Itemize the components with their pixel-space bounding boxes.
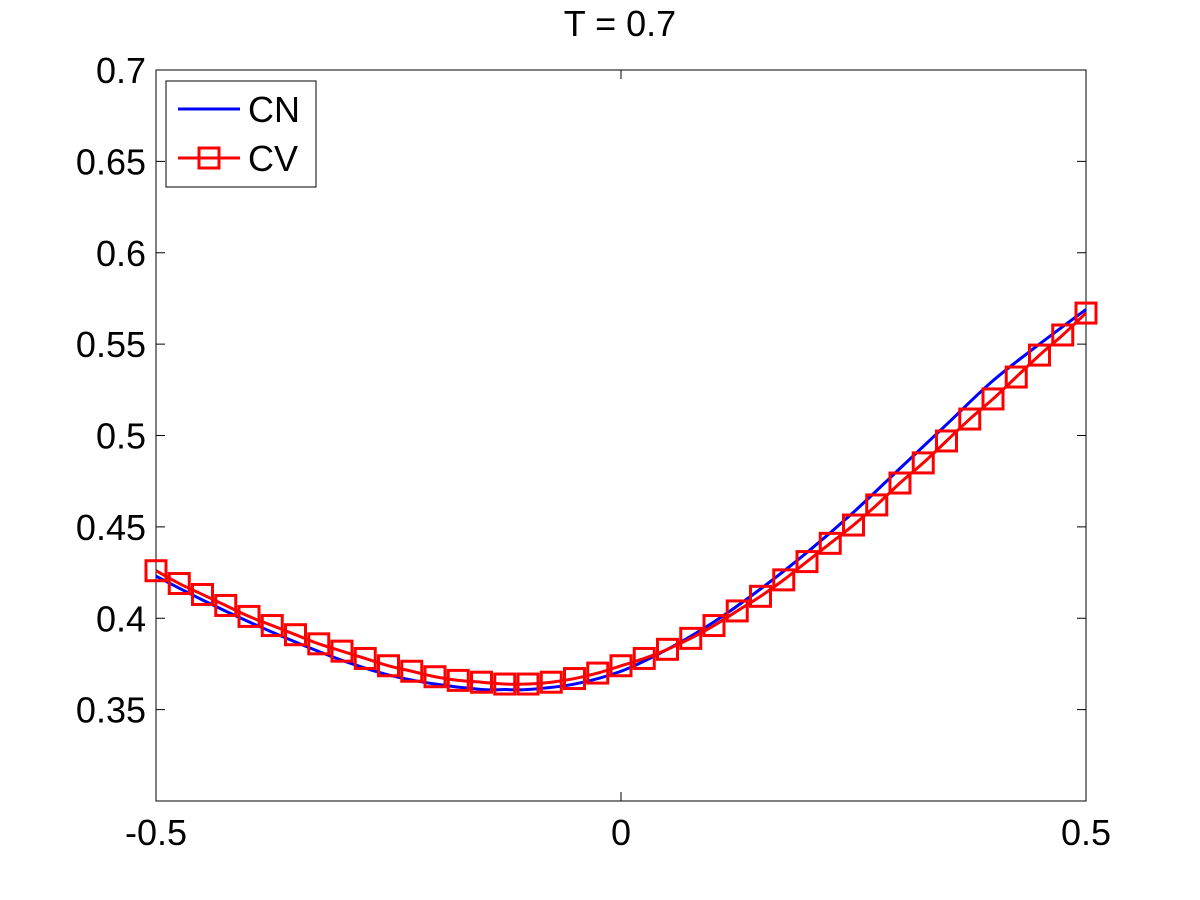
data-point-cv	[1074, 301, 1098, 325]
y-tick-label: 0.45	[76, 507, 146, 548]
x-tick-label: 0.5	[1061, 812, 1111, 853]
data-point-cv	[446, 668, 470, 692]
data-point-cv	[935, 429, 958, 453]
data-point-cv	[539, 670, 563, 694]
data-point-cv	[749, 584, 772, 608]
data-point-cv	[725, 599, 749, 623]
data-point-cv	[516, 672, 540, 696]
plot-area: -0.5 0 0.5 0.35 0.4 0.45 0.5 0.55 0.6 0.65 0.7	[76, 50, 1111, 853]
data-point-cv	[307, 632, 331, 656]
x-tick-label: 0	[611, 812, 631, 853]
data-point-cv	[167, 572, 191, 596]
data-point-cv	[1051, 323, 1075, 347]
data-point-cv	[191, 582, 214, 606]
y-tick-label: 0.4	[96, 598, 146, 639]
data-point-cv	[772, 568, 796, 592]
data-point-cv	[330, 639, 354, 663]
data-point-cv	[656, 637, 679, 661]
legend-label: CN	[248, 89, 300, 130]
data-point-cv	[958, 407, 982, 431]
data-point-cv	[632, 646, 656, 670]
data-point-cv	[818, 531, 842, 555]
chart-title: T = 0.7	[564, 3, 676, 44]
data-point-cv	[493, 672, 517, 696]
data-point-cv	[981, 387, 1005, 411]
data-point-cv	[795, 550, 819, 574]
data-point-cv	[400, 659, 424, 683]
data-point-cv	[470, 670, 493, 694]
y-tick-label: 0.35	[76, 690, 146, 731]
data-point-cv	[377, 654, 400, 678]
legend-swatch-marker	[197, 146, 221, 170]
legend-item-cv: CV	[178, 138, 298, 179]
legend-box	[165, 80, 317, 188]
legend-item-cn: CN	[178, 89, 300, 130]
y-tick-label: 0.5	[96, 416, 146, 457]
data-point-cv	[1028, 343, 1051, 367]
y-tick-label: 0.55	[76, 324, 146, 365]
data-point-cv	[563, 667, 586, 691]
data-point-cv	[702, 614, 726, 638]
data-point-cv	[353, 646, 377, 670]
data-point-cv	[586, 661, 610, 685]
data-point-cv	[214, 593, 238, 617]
data-point-cv	[237, 604, 261, 628]
y-tick-label: 0.6	[96, 233, 146, 274]
data-point-cv	[144, 559, 168, 583]
data-point-cv	[1004, 365, 1028, 389]
y-tick-label: 0.7	[96, 50, 146, 91]
data-point-cv	[679, 626, 703, 650]
data-point-cv	[423, 665, 447, 689]
data-point-cv	[260, 614, 284, 638]
series-line-cv	[155, 311, 1088, 686]
data-point-cv	[888, 471, 912, 495]
legend: CN CV	[165, 80, 317, 188]
data-point-cv	[842, 513, 865, 537]
series-line-cn	[155, 308, 1087, 692]
series-cv	[144, 301, 1098, 696]
series-cn	[155, 308, 1087, 692]
x-tick-label: -0.5	[125, 812, 187, 853]
data-point-cv	[284, 623, 307, 647]
legend-label: CV	[248, 138, 298, 179]
y-tick-label: 0.65	[76, 141, 146, 182]
data-point-cv	[911, 451, 935, 475]
data-point-cv	[609, 654, 633, 678]
data-point-cv	[865, 493, 889, 517]
